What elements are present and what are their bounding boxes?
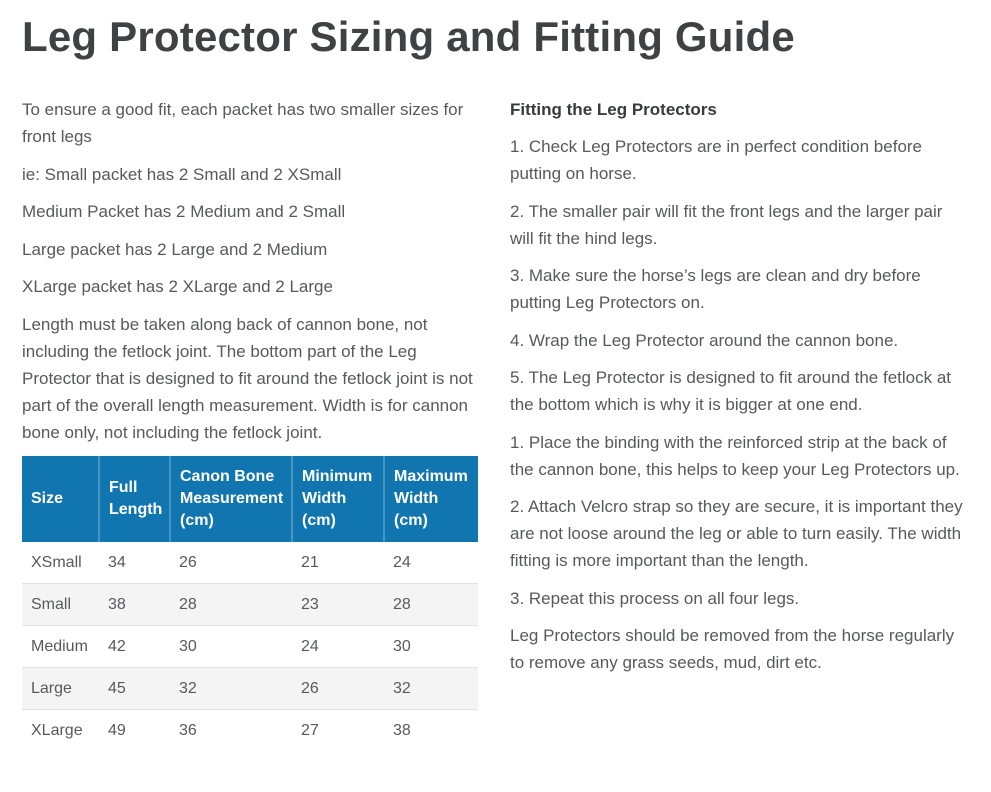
table-cell: 26 bbox=[292, 667, 384, 711]
table-row: XLarge 49 36 27 38 bbox=[22, 710, 478, 752]
fitting-heading: Fitting the Leg Protectors bbox=[510, 100, 717, 120]
table-row: Small 38 28 23 28 bbox=[22, 583, 478, 627]
column-header: Full Length bbox=[98, 456, 170, 543]
table-cell: 24 bbox=[292, 625, 384, 669]
table-cell: 36 bbox=[179, 721, 197, 739]
table-cell: 49 bbox=[108, 721, 126, 739]
table-cell: 26 bbox=[170, 542, 292, 585]
table-cell: 28 bbox=[384, 583, 478, 627]
sizing-paragraph: XLarge packet has 2 XLarge and 2 Large bbox=[22, 277, 333, 297]
table-cell: 28 bbox=[170, 583, 292, 627]
fitting-step: 1. Check Leg Protectors are in perfect c… bbox=[510, 137, 923, 184]
table-cell: Small bbox=[22, 583, 99, 627]
sizing-table-body: XSmall 34 26 21 24 Small 38 28 23 28 Medium 42 30 24 3… bbox=[22, 542, 478, 751]
fitting-step: 2. Attach Velcro strap so they are secur… bbox=[510, 497, 963, 571]
table-cell: 27 bbox=[301, 721, 319, 739]
sizing-intro-text: To ensure a good fit, each packet has tw… bbox=[22, 96, 482, 446]
column-header: Size bbox=[22, 456, 99, 543]
sizing-paragraph: Length must be taken along back of canno… bbox=[22, 314, 473, 442]
fitting-step: 2. The smaller pair will fit the front l… bbox=[510, 201, 943, 248]
table-row: Large 45 32 26 32 bbox=[22, 667, 478, 711]
sizing-paragraph: ie: Small packet has 2 Small and 2 XSmal… bbox=[22, 164, 342, 184]
table-cell: 24 bbox=[384, 542, 478, 585]
table-cell: XSmall bbox=[22, 542, 99, 585]
table-cell: 38 bbox=[393, 721, 411, 739]
sizing-table-header-row: Size Full Length Canon Bone Measurement (c… bbox=[22, 456, 478, 543]
fitting-step: 3. Make sure the horse’s legs are clean … bbox=[510, 266, 921, 313]
table-cell: Large bbox=[22, 667, 99, 711]
content-columns: To ensure a good fit, each packet has tw… bbox=[22, 96, 967, 751]
fitting-step: 3. Repeat this process on all four legs. bbox=[510, 588, 800, 608]
table-cell: Medium bbox=[22, 625, 99, 669]
table-row: XSmall 34 26 21 24 bbox=[22, 542, 478, 585]
table-cell: 45 bbox=[99, 667, 170, 711]
fitting-column: Fitting the Leg Protectors 1. Check Leg … bbox=[510, 96, 970, 687]
fitting-step: 4. Wrap the Leg Protector around the can… bbox=[510, 330, 899, 350]
page-title: Leg Protector Sizing and Fitting Guide bbox=[22, 13, 795, 60]
table-cell: 38 bbox=[99, 583, 170, 627]
sizing-table: Size Full Length Canon Bone Measurement (c… bbox=[22, 456, 478, 751]
column-header: Minimum Width (cm) bbox=[291, 456, 384, 543]
table-cell: 23 bbox=[292, 583, 384, 627]
table-cell: 30 bbox=[170, 625, 292, 669]
sizing-column: To ensure a good fit, each packet has tw… bbox=[22, 96, 482, 751]
fitting-steps-list: 1. Check Leg Protectors are in perfect c… bbox=[510, 133, 970, 676]
fitting-step: 1. Place the binding with the reinforced… bbox=[510, 432, 960, 479]
table-cell: 42 bbox=[99, 625, 170, 669]
table-cell: 34 bbox=[99, 542, 170, 585]
sizing-paragraph: To ensure a good fit, each packet has tw… bbox=[22, 100, 464, 147]
table-cell: 21 bbox=[292, 542, 384, 585]
column-header: Maximum Width (cm) bbox=[383, 456, 478, 543]
sizing-paragraph: Large packet has 2 Large and 2 Medium bbox=[22, 239, 328, 259]
fitting-step: Leg Protectors should be removed from th… bbox=[510, 626, 955, 673]
table-row: Medium 42 30 24 30 bbox=[22, 625, 478, 669]
table-cell: 32 bbox=[170, 667, 292, 711]
fitting-step: 5. The Leg Protector is designed to fit … bbox=[510, 368, 952, 415]
table-cell: XLarge bbox=[31, 721, 83, 739]
table-cell: 32 bbox=[384, 667, 478, 711]
table-cell: 30 bbox=[384, 625, 478, 669]
column-header: Canon Bone Measurement (cm) bbox=[169, 456, 292, 543]
sizing-paragraph: Medium Packet has 2 Medium and 2 Small bbox=[22, 202, 346, 222]
